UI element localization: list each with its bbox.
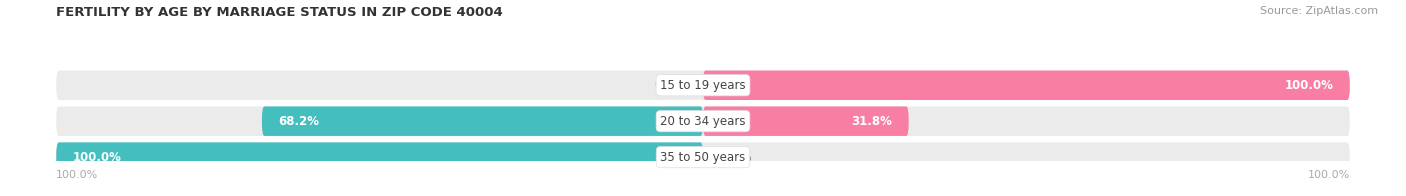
FancyBboxPatch shape xyxy=(56,142,1350,172)
Text: 100.0%: 100.0% xyxy=(73,151,121,164)
Text: Source: ZipAtlas.com: Source: ZipAtlas.com xyxy=(1260,6,1378,16)
FancyBboxPatch shape xyxy=(56,71,1350,100)
FancyBboxPatch shape xyxy=(56,142,703,172)
FancyBboxPatch shape xyxy=(262,106,703,136)
Text: 35 to 50 years: 35 to 50 years xyxy=(661,151,745,164)
Text: 100.0%: 100.0% xyxy=(56,170,98,180)
Text: 0.0%: 0.0% xyxy=(723,151,752,164)
Text: 0.0%: 0.0% xyxy=(654,79,683,92)
FancyBboxPatch shape xyxy=(56,106,1350,136)
FancyBboxPatch shape xyxy=(703,106,908,136)
Text: 100.0%: 100.0% xyxy=(1308,170,1350,180)
Text: 15 to 19 years: 15 to 19 years xyxy=(661,79,745,92)
Text: 100.0%: 100.0% xyxy=(1285,79,1334,92)
Text: 20 to 34 years: 20 to 34 years xyxy=(661,115,745,128)
Text: FERTILITY BY AGE BY MARRIAGE STATUS IN ZIP CODE 40004: FERTILITY BY AGE BY MARRIAGE STATUS IN Z… xyxy=(56,6,503,19)
FancyBboxPatch shape xyxy=(703,71,1350,100)
Text: 68.2%: 68.2% xyxy=(278,115,319,128)
Text: 31.8%: 31.8% xyxy=(852,115,893,128)
